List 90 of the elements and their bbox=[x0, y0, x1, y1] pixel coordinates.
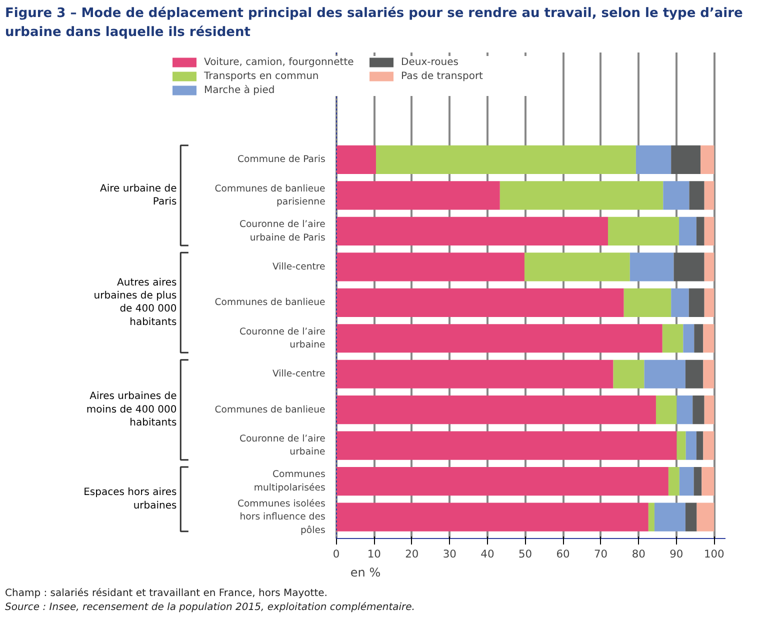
bar bbox=[679, 467, 694, 496]
bar bbox=[703, 324, 714, 353]
bar bbox=[336, 502, 648, 532]
y-tick-label: Communes de banlieue parisienne bbox=[214, 183, 326, 208]
bar bbox=[336, 288, 624, 318]
y-tick-label: Communes de banlieue bbox=[214, 404, 326, 416]
bar bbox=[648, 502, 654, 532]
y-tick-label: Communes multipolarisées bbox=[254, 469, 326, 494]
chart-title: Figure 3 – Mode de déplacement principal des salariés pour se rendre au travail, selon le type d’aire urbaine dans laquelle ils résident bbox=[5, 5, 744, 42]
x-tick-label: 90 bbox=[670, 548, 684, 561]
bar bbox=[336, 360, 614, 389]
bar bbox=[692, 396, 704, 424]
bar bbox=[524, 252, 630, 282]
bar bbox=[624, 288, 672, 318]
x-tick-label: 80 bbox=[632, 548, 646, 561]
bar bbox=[686, 431, 696, 460]
bar bbox=[704, 396, 714, 424]
bar bbox=[336, 431, 677, 460]
bar bbox=[336, 467, 668, 496]
bar bbox=[608, 217, 680, 246]
bar bbox=[630, 252, 674, 282]
bar bbox=[376, 146, 636, 174]
legend-label: Pas de transport bbox=[401, 70, 484, 82]
bar bbox=[694, 324, 704, 353]
bar bbox=[679, 217, 696, 246]
bar bbox=[662, 324, 684, 353]
bar bbox=[671, 288, 689, 318]
x-tick-label: 50 bbox=[518, 548, 532, 561]
bar bbox=[336, 324, 662, 353]
bar bbox=[685, 360, 704, 389]
bar bbox=[704, 252, 714, 282]
bar bbox=[676, 431, 686, 460]
bar bbox=[683, 324, 694, 353]
x-tick-label: 10 bbox=[367, 548, 382, 561]
bar bbox=[663, 181, 690, 210]
x-tick-label: 100 bbox=[704, 548, 725, 561]
bar bbox=[676, 396, 693, 424]
bar bbox=[654, 502, 686, 532]
legend-label: Voiture, camion, fourgonnette bbox=[204, 56, 355, 68]
bar bbox=[696, 431, 704, 460]
x-tick-label: 70 bbox=[594, 548, 608, 561]
x-tick-label: 0 bbox=[332, 548, 340, 561]
bar bbox=[336, 146, 376, 174]
bar bbox=[700, 146, 714, 174]
bar bbox=[704, 288, 714, 318]
legend-label: Deux-roues bbox=[401, 56, 460, 68]
bar bbox=[613, 360, 644, 389]
y-tick-label: Commune de Paris bbox=[238, 154, 326, 166]
bar bbox=[656, 396, 677, 424]
bar bbox=[696, 217, 704, 246]
bar bbox=[336, 217, 608, 246]
bar bbox=[704, 217, 714, 246]
legend-label: Transports en commun bbox=[204, 70, 320, 82]
bar bbox=[636, 146, 672, 174]
bar bbox=[689, 181, 704, 210]
bar bbox=[694, 467, 702, 496]
x-tick-label: 20 bbox=[405, 548, 419, 561]
bar bbox=[703, 431, 714, 460]
bar bbox=[702, 467, 714, 496]
bar bbox=[336, 252, 524, 282]
bar bbox=[668, 467, 680, 496]
bar bbox=[688, 288, 704, 318]
y-tick-label: Ville-centre bbox=[272, 262, 326, 273]
text: Autres aires urbaines de plus de 400 000 habitants bbox=[94, 277, 177, 328]
bar bbox=[644, 360, 686, 389]
text: Aires urbaines de moins de 400 000 habitants bbox=[86, 391, 177, 429]
bar bbox=[685, 502, 697, 532]
bar bbox=[704, 181, 714, 210]
bar bbox=[696, 502, 714, 532]
y-tick-label: Couronne de l’aire urbaine de Paris bbox=[239, 219, 326, 244]
bar bbox=[671, 146, 701, 174]
y-tick-label: Couronne de l’aire urbaine bbox=[239, 434, 326, 458]
bar bbox=[336, 181, 500, 210]
text: Champ : salariés résidant et travaillant en France, hors Mayotte. bbox=[5, 588, 328, 600]
x-axis-title: en % bbox=[350, 566, 381, 580]
x-tick-label: 30 bbox=[442, 548, 457, 561]
x-tick-label: 60 bbox=[556, 548, 570, 561]
legend-label: Marche à pied bbox=[204, 84, 276, 96]
y-tick-label: Communes isolées hors influence des pôles bbox=[237, 498, 326, 536]
y-tick-label: Communes de banlieue bbox=[214, 297, 326, 308]
text: Aire urbaine de Paris bbox=[100, 183, 177, 208]
bar bbox=[336, 396, 656, 424]
bar bbox=[500, 181, 664, 210]
y-tick-label: Ville-centre bbox=[272, 368, 326, 380]
source-note: Source : Insee, recensement de la population 2015, exploitation complémentaire. bbox=[5, 602, 415, 614]
y-tick-label: Couronne de l’aire urbaine bbox=[239, 326, 326, 351]
bar bbox=[703, 360, 714, 389]
x-tick-label: 40 bbox=[480, 548, 494, 561]
bar bbox=[674, 252, 704, 282]
text: Espaces hors aires urbaines bbox=[84, 487, 177, 512]
